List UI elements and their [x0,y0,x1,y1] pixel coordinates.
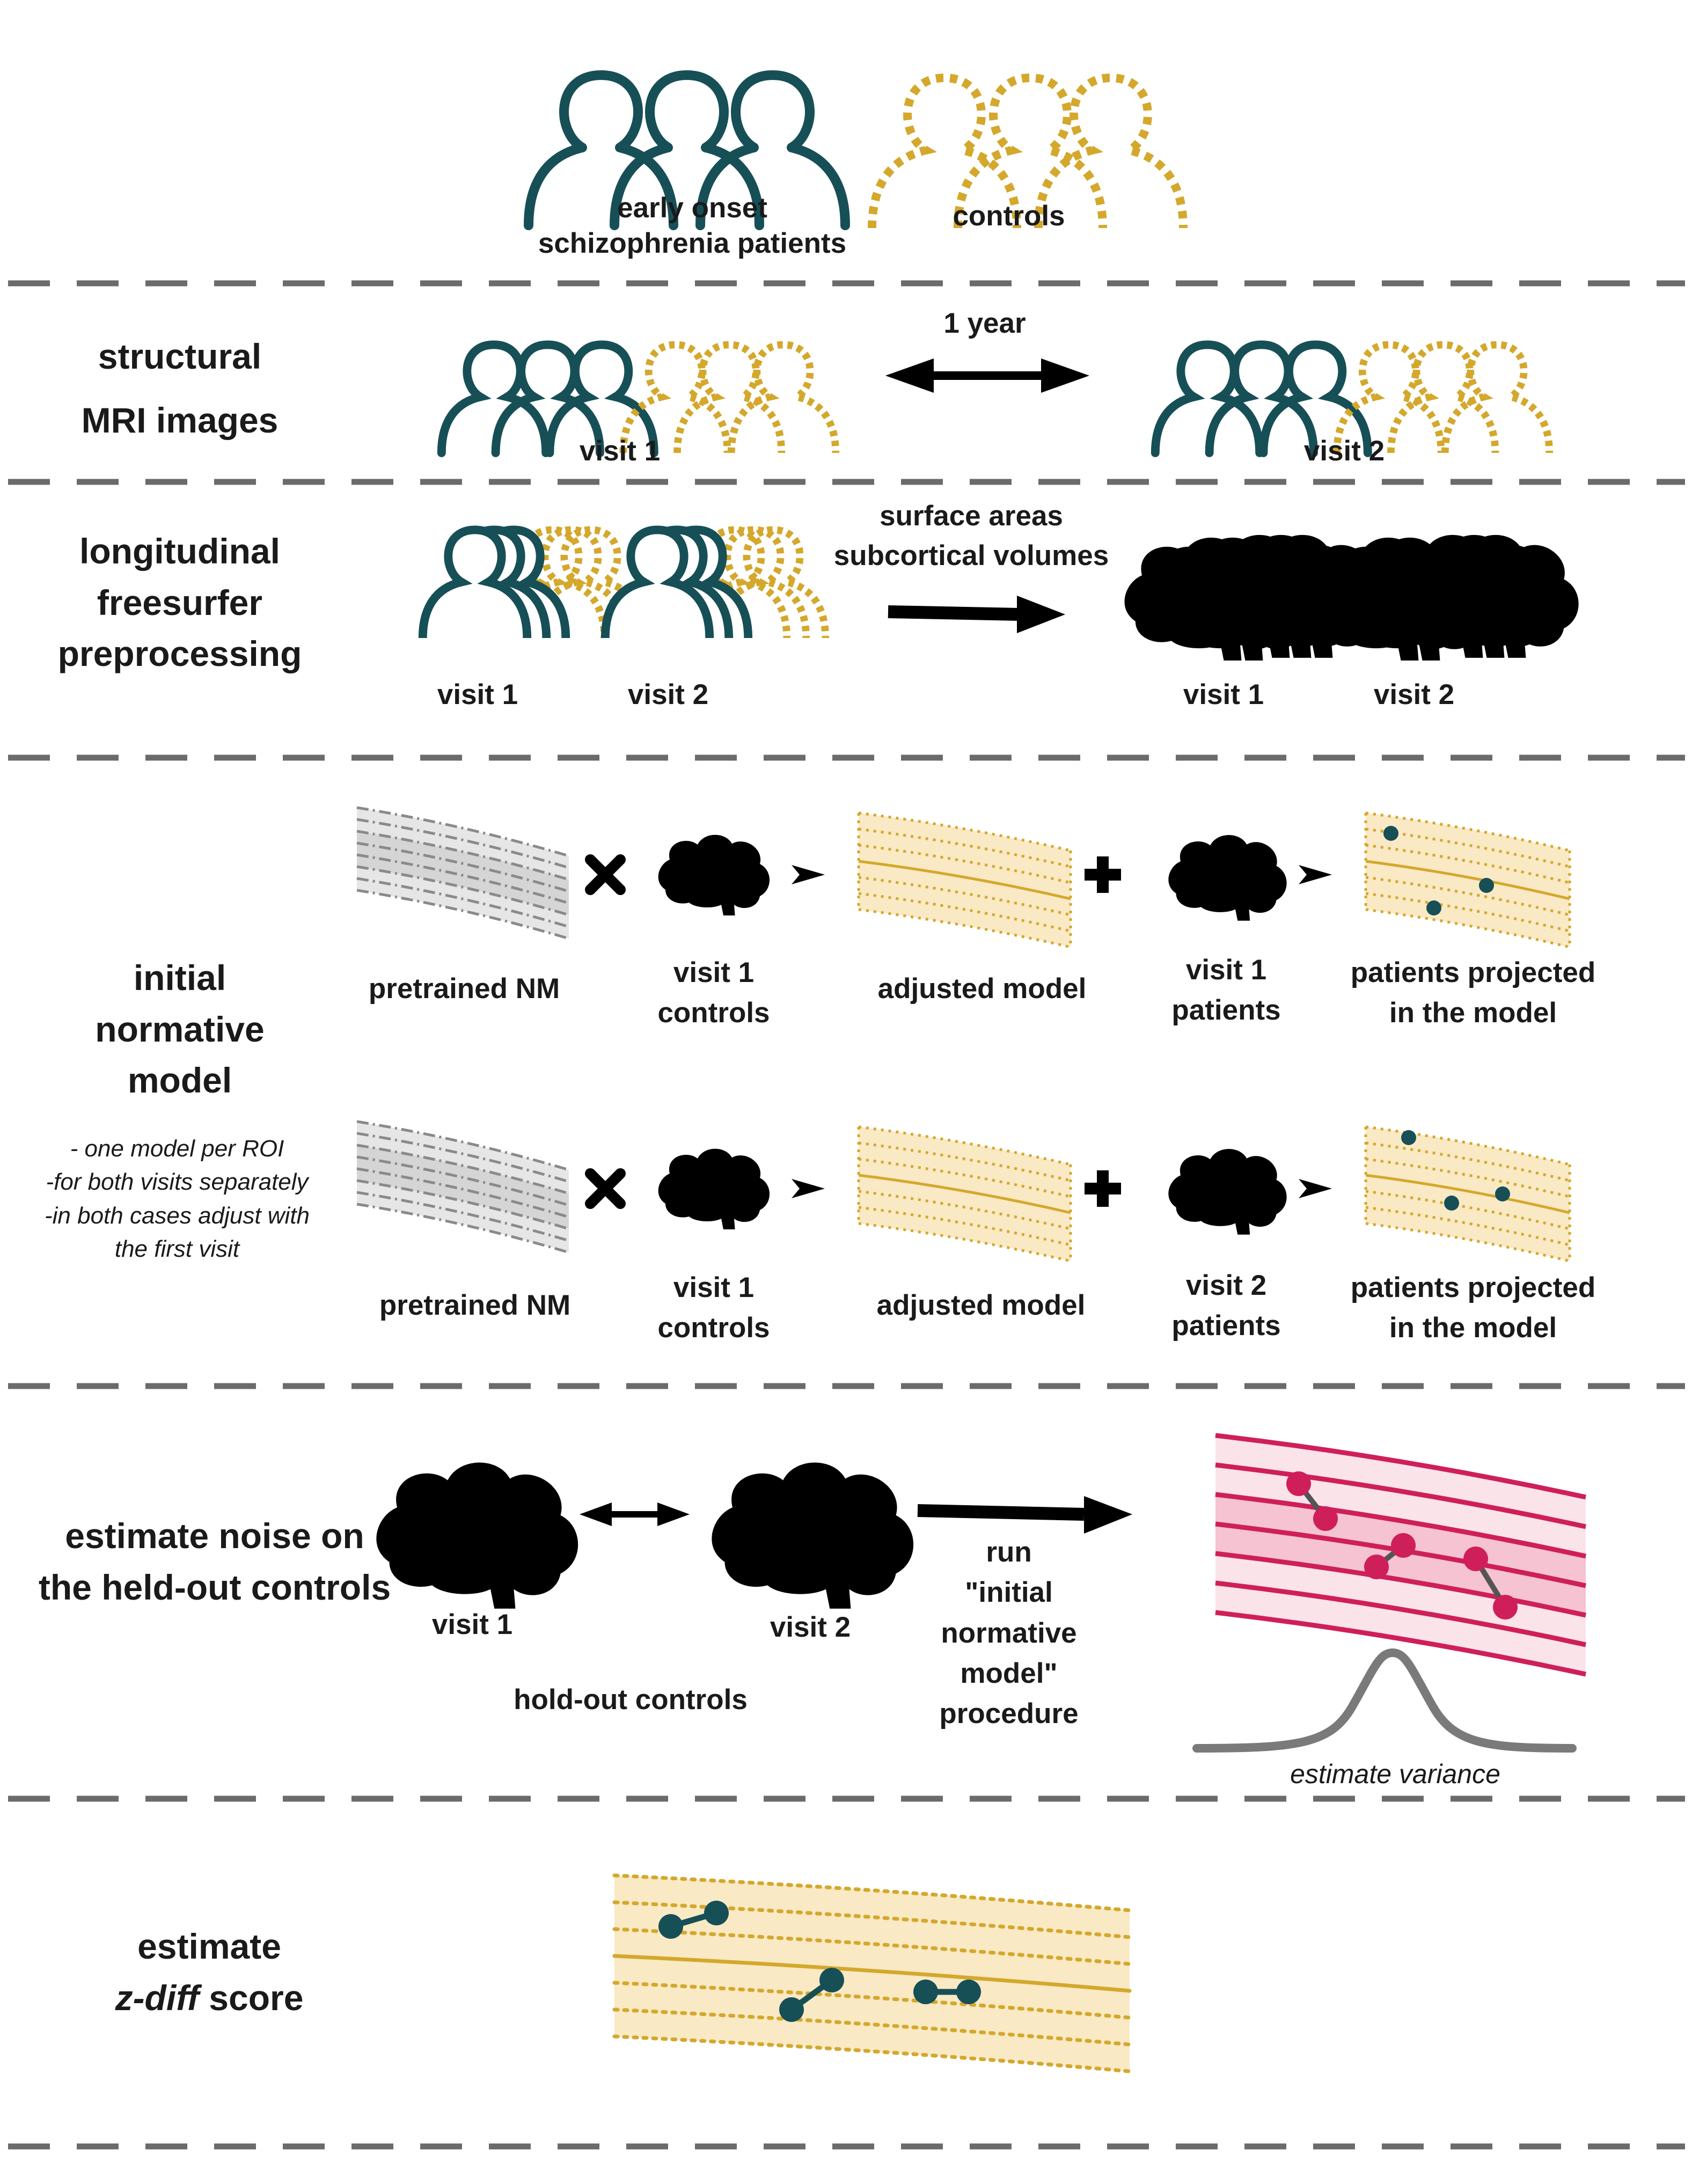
freesurfer-out-visit1: visit 1 [1183,679,1264,710]
freesurfer-in-visit2: visit 2 [627,679,709,710]
data-point [1364,1555,1389,1579]
arrowhead-icon [1299,865,1332,884]
run-arrow-icon [917,1496,1132,1534]
row2-patients-label: visit 2 patients [1171,1270,1281,1342]
data-point [819,1968,844,1992]
multiply-icon [585,854,626,895]
data-point [1401,1130,1416,1145]
holdout-noise-model [1215,1433,1586,1677]
double-arrow-icon [885,358,1089,393]
interval-label: 1 year [943,307,1026,339]
initial-model-row-2 [356,1120,1571,1263]
section-title-noise: estimate noise on the held-out controls [38,1516,391,1607]
arrowhead-icon [1299,1179,1332,1198]
data-point [1391,1533,1416,1558]
section-title-zdiff: estimate z-diff score [115,1926,304,2018]
data-point [913,1980,938,2004]
pretrained-model-plot [356,806,569,940]
freesurfer-in-visit1: visit 1 [437,679,518,710]
initial-model-row-1 [356,806,1571,949]
variance-caption: estimate variance [1290,1759,1500,1789]
arrowhead-icon [792,1179,825,1198]
multiply-icon [585,1168,626,1209]
right-arrow-icon [888,596,1065,633]
row2-projected-label: patients projected in the model [1350,1272,1596,1344]
data-point [1383,826,1398,841]
data-point [1493,1595,1518,1619]
row1-projected-label: patients projected in the model [1350,957,1596,1029]
holdout-label: hold-out controls [514,1684,748,1716]
data-point [1444,1196,1459,1211]
row2-controls-label: visit 1 controls [657,1272,770,1344]
data-point [658,1914,683,1939]
adjusted-model-plot [857,811,1072,949]
row2-pretrained-label: pretrained NM [379,1289,571,1321]
row1-controls-label: visit 1 controls [657,957,770,1029]
data-point [1495,1186,1510,1201]
section-title-freesurfer: longitudinal freesurfer preprocessing [57,531,302,674]
holdout-visit2-brain [712,1462,914,1609]
pretrained-model-plot [356,1120,569,1254]
data-point [1463,1547,1488,1571]
section-title-initial: initial normative model [95,958,265,1101]
section-title-mri: structural MRI images [81,336,279,440]
data-point [1479,878,1494,893]
row1-adjusted-label: adjusted model [877,973,1087,1005]
mri-visit1-label: visit 1 [579,435,661,467]
zdiff-model-plot [612,1873,1132,2073]
controls-label: controls [953,200,1065,232]
projected-model-plot [1364,811,1571,949]
holdout-visit1-brain [376,1462,578,1609]
data-point [956,1980,981,2004]
data-point [1426,900,1441,915]
row1-patients-label: visit 1 patients [1171,954,1281,1027]
freesurfer-out-visit2: visit 2 [1373,679,1455,710]
noise-visit1-label: visit 1 [431,1609,513,1640]
mri-visit2-label: visit 2 [1303,435,1385,467]
plus-icon [1085,856,1121,893]
variance-curve [1192,1648,1577,1753]
small-double-arrow-icon [580,1503,690,1526]
data-point [1286,1471,1311,1496]
freesurfer-measures: surface areas subcortical volumes [833,500,1109,572]
data-point [704,1901,729,1925]
noise-visit2-label: visit 2 [770,1611,851,1643]
initial-notes: - one model per ROI -for both visits sepa… [44,1135,310,1263]
projected-model-plot [1364,1125,1571,1263]
data-point [1313,1506,1338,1531]
freesurfer-visit2-people [605,530,825,638]
freesurfer-visit2-brains [1301,534,1579,661]
row1-pretrained-label: pretrained NM [368,973,560,1005]
patients-label: early onset schizophrenia patients [538,192,847,260]
data-point [779,1997,804,2022]
row2-adjusted-label: adjusted model [876,1289,1086,1321]
adjusted-model-plot [857,1125,1072,1263]
plus-icon [1085,1170,1121,1207]
arrowhead-icon [792,865,825,884]
run-procedure-label: run "initial normative model" procedure [939,1536,1079,1729]
